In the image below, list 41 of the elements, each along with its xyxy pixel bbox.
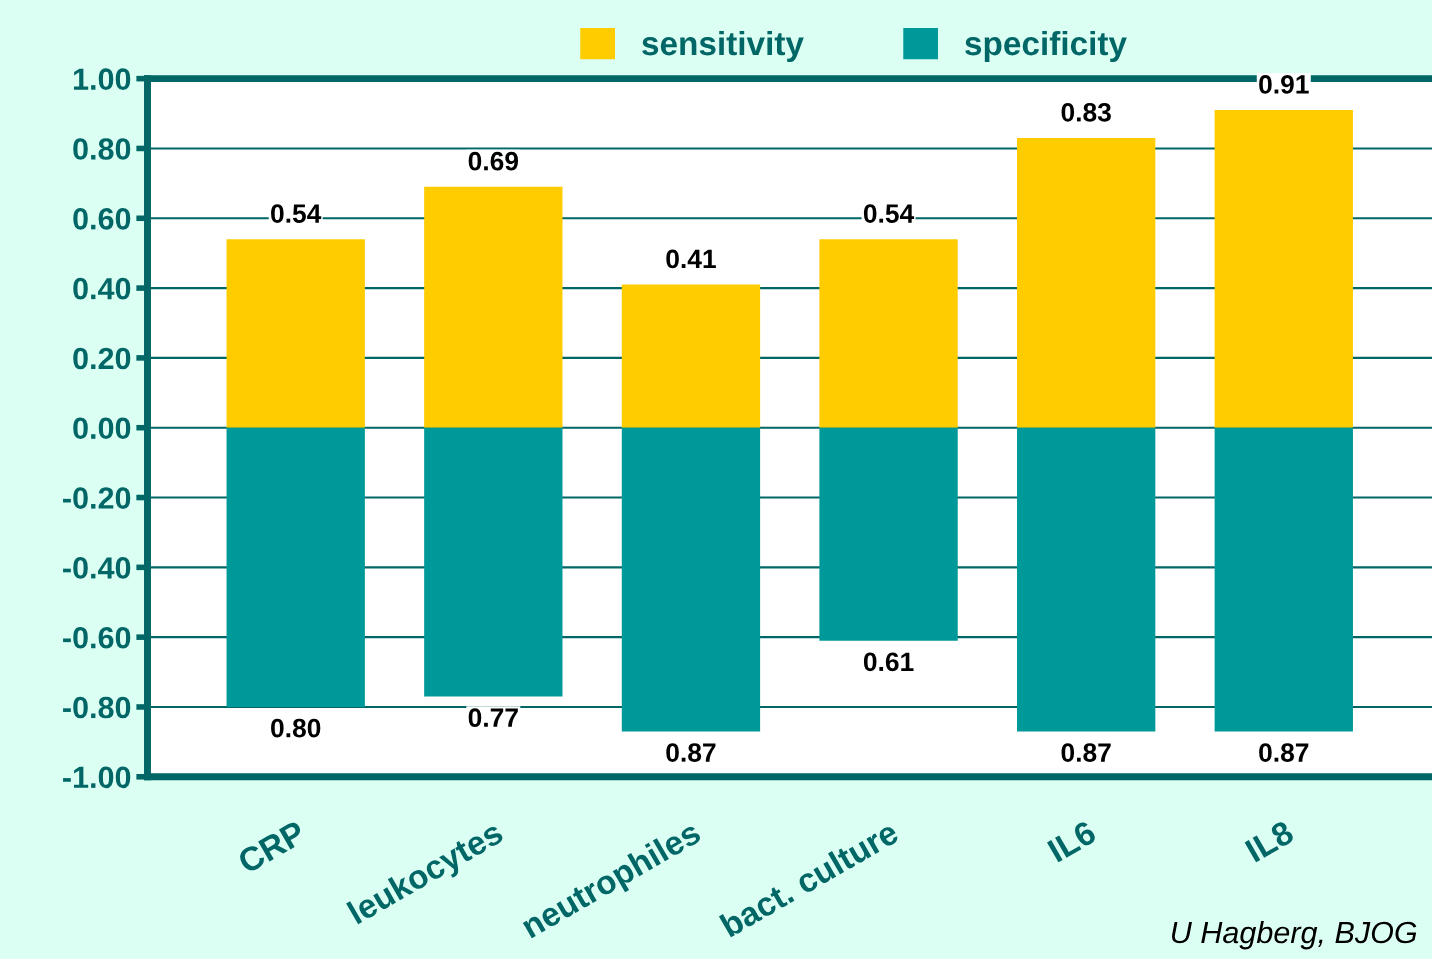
data-label: 0.41 [666, 249, 716, 269]
y-tick-label: 0.80 [73, 138, 131, 160]
annotation: 0.87 [666, 743, 716, 762]
y-tick-label: -0.40 [63, 557, 131, 579]
bar [424, 427, 563, 697]
x-tick-label: IL6 [1046, 819, 1098, 863]
bar [621, 284, 761, 428]
annotation: 0.61 [863, 652, 914, 672]
annotation: 0.80 [271, 718, 321, 738]
data-label: 0.54 [863, 204, 915, 223]
annotation: 0.87 [1061, 743, 1111, 762]
legend-label: sensitivity [642, 30, 804, 62]
y-tick-label: -0.80 [63, 696, 131, 719]
bar [819, 427, 958, 641]
y-tick-label: 1.00 [73, 68, 131, 91]
bar [621, 427, 761, 732]
data-label: 0.69 [468, 151, 519, 171]
x-tick-label: CRP [236, 819, 307, 875]
legend-label: specificity [965, 30, 1127, 62]
data-label: 0.54 [271, 204, 322, 223]
bar [226, 427, 365, 707]
bar [819, 239, 958, 428]
text: U Hagberg, BJOG [1172, 920, 1417, 950]
annotation: 0.77 [468, 708, 518, 727]
y-tick-label: -1.00 [63, 766, 131, 789]
bar [1017, 137, 1156, 428]
data-label: 0.91 [1259, 75, 1309, 94]
bar [1214, 427, 1353, 732]
bar [1017, 427, 1156, 732]
y-tick-label: 0.60 [73, 208, 131, 230]
y-tick-label: 0.20 [73, 347, 131, 370]
bar [1214, 110, 1353, 428]
y-tick-label: -0.60 [63, 626, 131, 649]
bar [424, 186, 563, 428]
annotation: 0.87 [1259, 743, 1309, 762]
y-tick-label: 0.00 [73, 417, 131, 440]
y-tick-label: -0.20 [63, 487, 131, 509]
data-label: 0.83 [1061, 102, 1111, 122]
x-tick-label: IL8 [1244, 819, 1296, 863]
y-tick-label: 0.40 [73, 277, 131, 300]
bar [226, 239, 365, 428]
